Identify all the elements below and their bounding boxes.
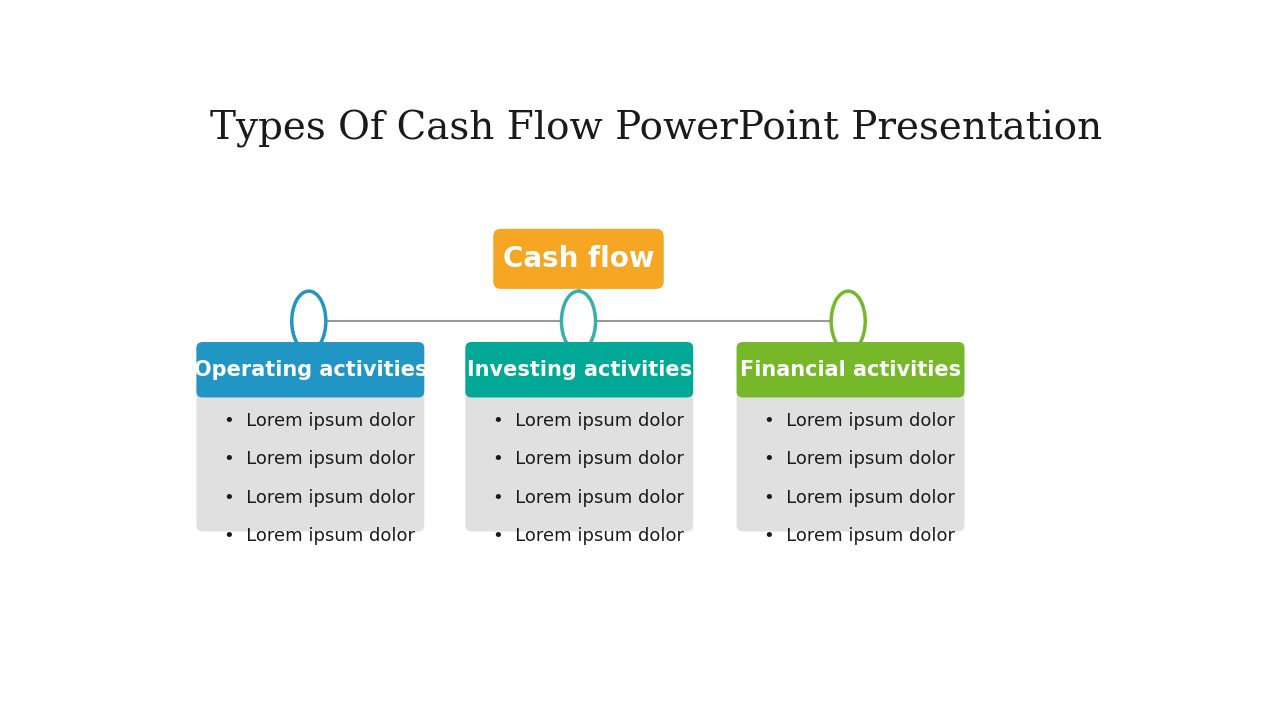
- FancyBboxPatch shape: [466, 342, 694, 397]
- Text: Investing activities: Investing activities: [467, 360, 691, 379]
- FancyBboxPatch shape: [493, 229, 664, 289]
- FancyBboxPatch shape: [466, 342, 694, 531]
- Text: •  Lorem ipsum dolor: • Lorem ipsum dolor: [224, 489, 415, 507]
- Text: •  Lorem ipsum dolor: • Lorem ipsum dolor: [493, 450, 685, 468]
- Ellipse shape: [562, 291, 595, 351]
- Text: •  Lorem ipsum dolor: • Lorem ipsum dolor: [224, 412, 415, 430]
- FancyBboxPatch shape: [196, 342, 424, 397]
- Text: •  Lorem ipsum dolor: • Lorem ipsum dolor: [764, 412, 955, 430]
- Text: Operating activities: Operating activities: [193, 360, 428, 379]
- Text: Cash flow: Cash flow: [503, 245, 654, 273]
- Text: •  Lorem ipsum dolor: • Lorem ipsum dolor: [224, 450, 415, 468]
- Text: •  Lorem ipsum dolor: • Lorem ipsum dolor: [764, 527, 955, 545]
- Text: •  Lorem ipsum dolor: • Lorem ipsum dolor: [764, 489, 955, 507]
- Text: Financial activities: Financial activities: [740, 360, 961, 379]
- FancyBboxPatch shape: [736, 342, 964, 397]
- Text: •  Lorem ipsum dolor: • Lorem ipsum dolor: [493, 527, 685, 545]
- FancyBboxPatch shape: [196, 342, 424, 531]
- Text: •  Lorem ipsum dolor: • Lorem ipsum dolor: [493, 489, 685, 507]
- Ellipse shape: [831, 291, 865, 351]
- Text: Types Of Cash Flow PowerPoint Presentation: Types Of Cash Flow PowerPoint Presentati…: [210, 109, 1102, 148]
- Text: •  Lorem ipsum dolor: • Lorem ipsum dolor: [764, 450, 955, 468]
- Text: •  Lorem ipsum dolor: • Lorem ipsum dolor: [493, 412, 685, 430]
- FancyBboxPatch shape: [736, 342, 964, 531]
- Text: •  Lorem ipsum dolor: • Lorem ipsum dolor: [224, 527, 415, 545]
- Ellipse shape: [292, 291, 326, 351]
